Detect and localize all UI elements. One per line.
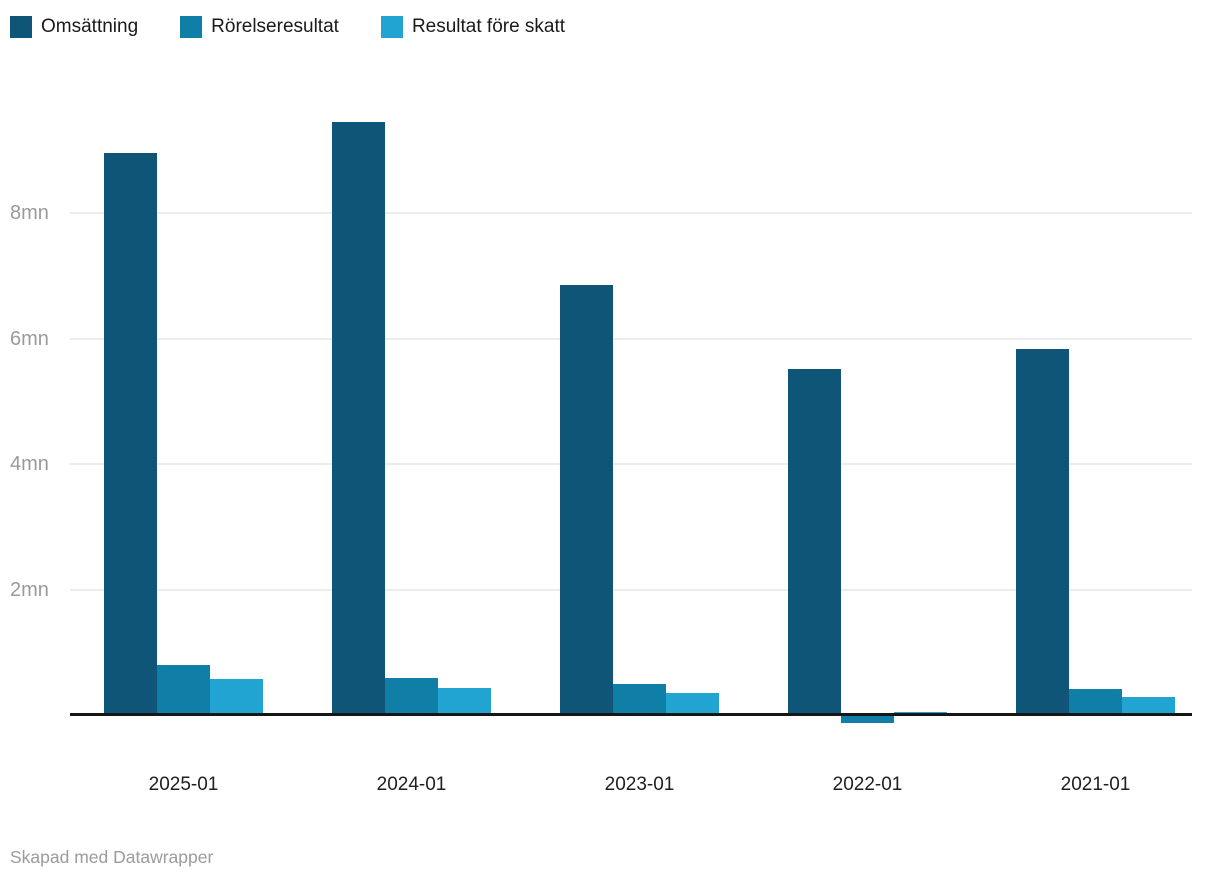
bar-2024-01-resultat-före-skatt[interactable] bbox=[438, 688, 491, 715]
bar-2025-01-omsättning[interactable] bbox=[104, 153, 157, 715]
bar-2025-01-rörelseresultat[interactable] bbox=[157, 665, 210, 715]
x-axis-line bbox=[70, 713, 1192, 716]
bar-2024-01-omsättning[interactable] bbox=[332, 122, 385, 715]
bar-2022-01-rörelseresultat[interactable] bbox=[841, 715, 894, 723]
legend-label-omsattning: Omsättning bbox=[41, 16, 139, 37]
legend-item-resultat-fore-skatt: Resultat före skatt bbox=[380, 16, 566, 38]
legend-item-rorelseresultat: Rörelseresultat bbox=[180, 16, 339, 38]
legend-label-resultat-fore-skatt: Resultat före skatt bbox=[411, 16, 566, 37]
legend-item-omsattning: Omsättning bbox=[10, 16, 138, 38]
bar-2024-01-rörelseresultat[interactable] bbox=[385, 677, 438, 715]
gridline bbox=[70, 212, 1192, 214]
x-axis-label: 2025-01 bbox=[148, 774, 219, 795]
gridline bbox=[70, 337, 1192, 340]
legend-swatch-icon bbox=[180, 16, 203, 38]
x-axis-label: 2023-01 bbox=[604, 774, 675, 795]
bar-2023-01-rörelseresultat[interactable] bbox=[613, 683, 666, 715]
y-axis-tick-label: 2mn bbox=[10, 578, 49, 601]
legend-swatch-icon bbox=[10, 16, 32, 38]
legend-label-rorelseresultat: Rörelseresultat bbox=[211, 16, 339, 37]
legend: Omsättning Rörelseresultat Resultat före… bbox=[10, 16, 565, 38]
bar-2023-01-resultat-före-skatt[interactable] bbox=[666, 693, 719, 715]
x-axis-label: 2021-01 bbox=[1060, 774, 1131, 795]
y-axis-tick-label: 8mn bbox=[10, 202, 49, 224]
bar-2022-01-omsättning[interactable] bbox=[788, 368, 841, 715]
datawrapper-credit[interactable]: Skapad med Datawrapper bbox=[10, 847, 214, 867]
bar-2025-01-resultat-före-skatt[interactable] bbox=[210, 679, 263, 715]
bar-2023-01-omsättning[interactable] bbox=[560, 285, 613, 715]
y-axis-tick-label: 4mn bbox=[10, 453, 49, 475]
bar-2021-01-omsättning[interactable] bbox=[1016, 349, 1069, 715]
x-axis-label: 2022-01 bbox=[832, 774, 903, 795]
y-axis-tick-label: 6mn bbox=[10, 327, 49, 350]
bar-2021-01-resultat-före-skatt[interactable] bbox=[1122, 697, 1175, 715]
x-axis-label: 2024-01 bbox=[376, 774, 447, 795]
gridline bbox=[70, 588, 1192, 591]
gridline bbox=[70, 463, 1192, 465]
legend-swatch-icon bbox=[380, 16, 403, 38]
bar-2021-01-rörelseresultat[interactable] bbox=[1069, 689, 1122, 715]
